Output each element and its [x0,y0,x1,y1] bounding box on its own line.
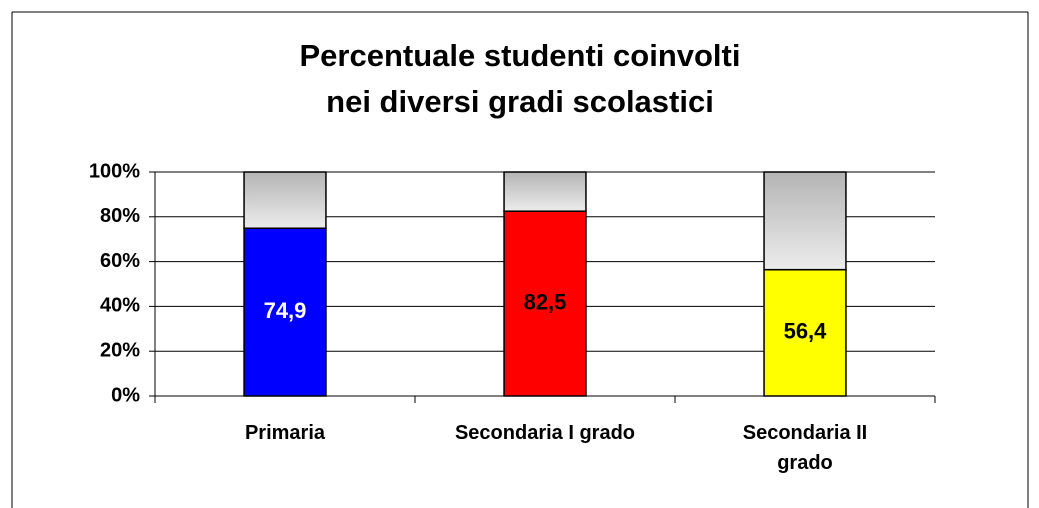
x-tick-label: Primaria [244,422,326,444]
data-label: 82,5 [524,289,567,314]
x-tick-label: Secondaria I grado [454,422,636,444]
data-label: 56,4 [784,319,828,344]
chart-title: Percentuale studenti coinvolti nei diver… [299,38,741,119]
bar-segment [503,210,587,397]
y-tick-label: 100% [89,160,140,182]
y-tick-label: 0% [111,384,140,406]
y-tick-label: 20% [100,339,140,361]
bar-segment [503,171,587,212]
data-label: 74,9 [264,298,307,323]
y-tick-label: 40% [100,295,140,317]
y-tick-label: 80% [100,205,140,227]
bar-segment [763,171,847,271]
bar-segment [243,171,327,229]
bar-segment [763,268,847,397]
y-tick-label: 60% [100,250,140,272]
x-tick-label: Secondaria II grado [742,422,868,474]
bar-segment [243,227,327,397]
